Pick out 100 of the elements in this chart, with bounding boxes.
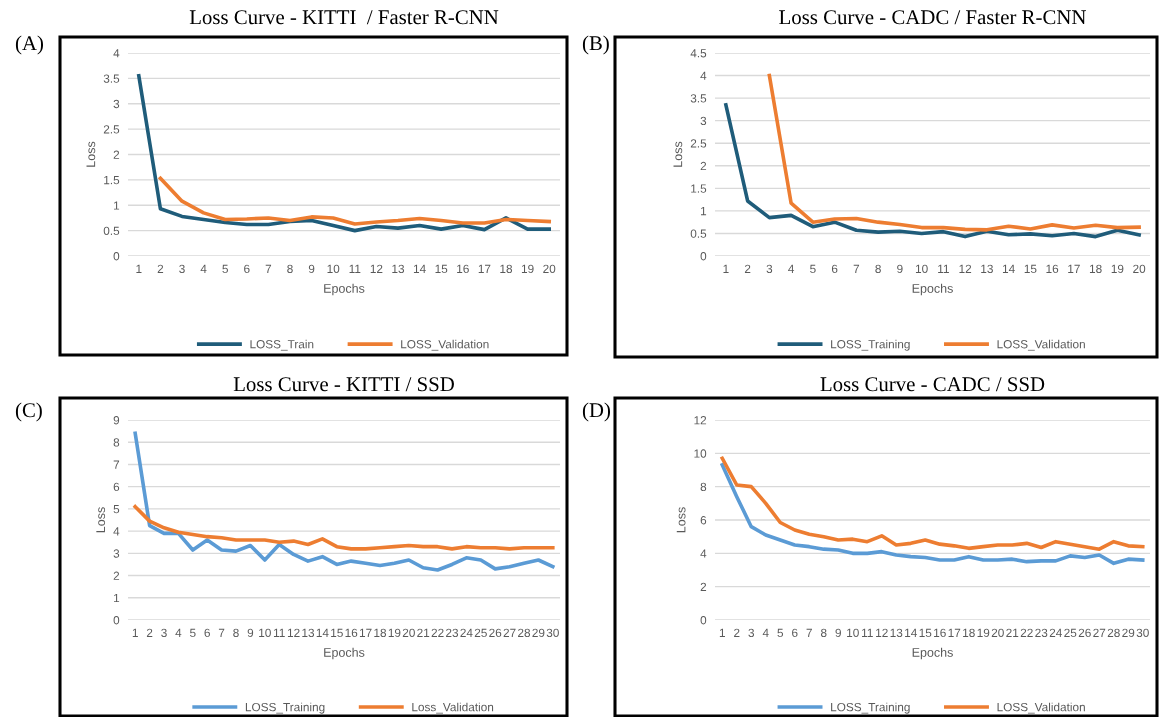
x-tick-label: 14	[905, 628, 917, 637]
y-tick-label: 2	[700, 161, 707, 171]
x-tick-label: 3	[161, 628, 167, 637]
x-tick-label: 18	[963, 628, 975, 637]
x-tick-label: 24	[1049, 628, 1062, 637]
x-tick-label: 25	[474, 628, 487, 637]
y-tick-label: 6	[700, 516, 707, 525]
line-series	[136, 74, 552, 233]
x-tick-label: 3	[766, 264, 773, 273]
y-tick-label: 4	[113, 527, 120, 536]
x-tick-label: 14	[1002, 264, 1015, 273]
x-tick-label: 7	[806, 628, 812, 637]
x-tick-label: 20	[1133, 264, 1146, 273]
y-tick-label: 2	[113, 150, 120, 159]
y-tick-label: 2	[113, 571, 120, 580]
y-tick-label: 10	[694, 449, 707, 458]
x-tick-label: 6	[831, 264, 838, 273]
x-tick-label: 19	[1111, 264, 1124, 273]
y-tick-label: 3	[113, 549, 120, 558]
x-tick-label: 15	[1024, 264, 1037, 273]
x-tick-label: 8	[233, 628, 239, 637]
x-tick-label: 17	[1068, 264, 1080, 273]
x-tick-label: 7	[265, 264, 272, 273]
legend-label: LOSS_Validation	[997, 702, 1085, 714]
legend-label: LOSS_Training	[831, 702, 910, 714]
y-tick-label: 1	[701, 207, 707, 216]
x-tick-label: 11	[938, 264, 949, 273]
y-tick-label: 0.5	[103, 226, 120, 236]
x-tick-label: 1	[136, 264, 142, 273]
x-tick-label: 2	[146, 628, 153, 637]
x-tick-label: 18	[500, 264, 513, 273]
x-tick-label: 13	[302, 628, 315, 637]
x-tick-label: 22	[1020, 628, 1033, 637]
x-tick-label: 30	[546, 628, 559, 637]
line-series	[133, 504, 555, 551]
line-series	[767, 73, 1141, 232]
y-tick-label: 12	[694, 416, 707, 425]
x-tick-label: 23	[446, 628, 459, 637]
x-tick-label: 12	[287, 628, 300, 637]
y-tick-label: 8	[113, 438, 120, 447]
y-tick-label: 2.5	[690, 139, 707, 148]
x-tick-label: 2	[157, 264, 164, 273]
x-tick-label: 5	[189, 628, 196, 637]
x-tick-label: 20	[543, 264, 556, 273]
x-tick-label: 12	[876, 628, 888, 637]
x-axis-title: Epochs	[324, 283, 365, 296]
x-tick-label: 3	[179, 264, 185, 273]
y-tick-label: 0	[700, 616, 707, 625]
x-tick-label: 9	[897, 264, 903, 273]
x-tick-label: 10	[259, 628, 271, 637]
x-tick-label: 18	[1089, 264, 1102, 273]
x-tick-label: 17	[948, 628, 961, 637]
x-tick-label: 21	[417, 628, 430, 637]
x-tick-label: 26	[489, 628, 502, 637]
y-tick-label: 2	[700, 582, 707, 591]
y-tick-label: 1.5	[104, 176, 120, 185]
x-tick-label: 12	[370, 264, 383, 273]
x-tick-label: 29	[1122, 628, 1135, 637]
x-tick-label: 16	[1046, 264, 1059, 273]
x-tick-label: 15	[331, 628, 343, 637]
x-tick-label: 16	[457, 264, 469, 273]
y-tick-label: 5	[113, 505, 120, 514]
x-tick-label: 10	[327, 264, 340, 273]
x-tick-label: 1	[719, 628, 725, 637]
x-tick-label: 20	[991, 628, 1004, 637]
x-tick-label: 15	[435, 264, 448, 273]
x-tick-label: 13	[890, 628, 903, 637]
line-series	[133, 431, 555, 572]
x-tick-label: 19	[521, 264, 534, 273]
legend-label: LOSS_Training	[245, 702, 325, 714]
x-tick-label: 5	[222, 264, 228, 273]
x-tick-label: 21	[1006, 628, 1019, 637]
x-tick-label: 1	[132, 628, 138, 637]
y-tick-label: 2.5	[103, 125, 120, 134]
x-tick-label: 6	[204, 628, 210, 637]
x-tick-label: 8	[287, 264, 293, 273]
y-tick-label: 0	[113, 252, 120, 261]
y-axis-title: Loss	[673, 141, 683, 167]
x-tick-label: 19	[977, 628, 990, 637]
x-tick-label: 4	[200, 264, 207, 273]
x-tick-label: 13	[981, 264, 993, 273]
x-tick-label: 28	[1107, 628, 1120, 637]
y-tick-label: 3	[113, 99, 120, 109]
y-tick-label: 4	[113, 49, 120, 58]
x-tick-label: 16	[345, 628, 358, 637]
x-tick-label: 29	[532, 628, 545, 637]
legend-label: Loss_Validation	[412, 702, 494, 714]
x-tick-label: 30	[1136, 628, 1149, 637]
y-tick-label: 6	[113, 482, 120, 492]
x-tick-label: 6	[792, 628, 798, 637]
x-tick-label: 4	[175, 628, 182, 637]
x-tick-label: 9	[835, 628, 841, 637]
legend-label: LOSS_Train	[250, 339, 314, 351]
y-axis-title: Loss	[86, 141, 96, 167]
x-tick-label: 18	[374, 628, 387, 637]
x-tick-label: 17	[359, 628, 372, 637]
x-tick-label: 5	[777, 628, 784, 637]
y-tick-label: 3.5	[690, 94, 707, 103]
chart-title: Loss Curve - KITTI / SSD	[233, 377, 454, 392]
x-tick-label: 9	[308, 264, 315, 273]
